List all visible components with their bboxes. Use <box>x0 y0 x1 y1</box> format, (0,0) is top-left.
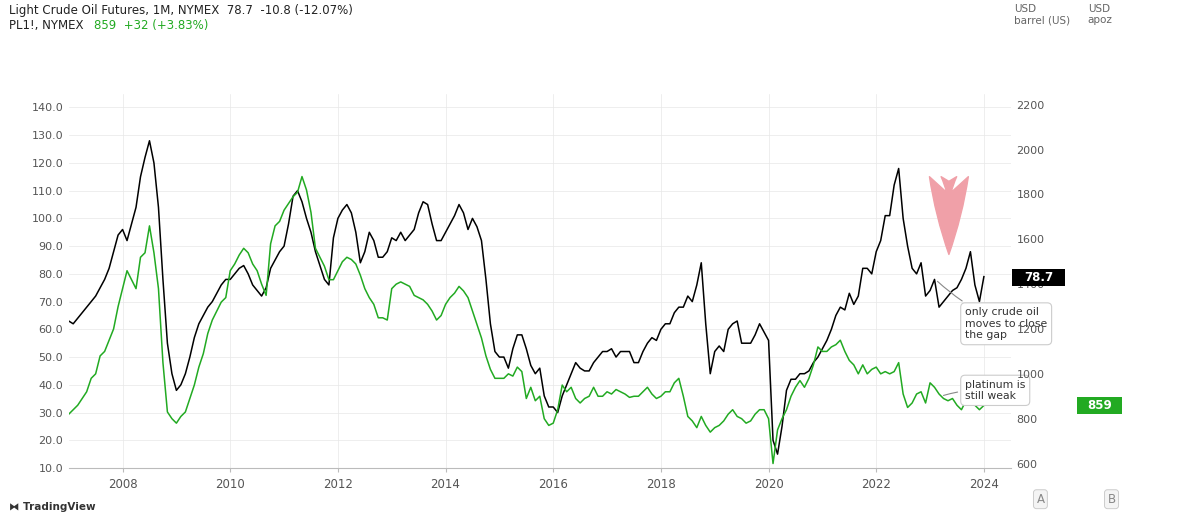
Text: 78.7: 78.7 <box>1024 271 1053 284</box>
Text: PL1!, NYMEX: PL1!, NYMEX <box>9 19 91 32</box>
Text: USD
apoz: USD apoz <box>1088 4 1113 25</box>
Text: ⧓ TradingView: ⧓ TradingView <box>9 502 96 512</box>
Text: Light Crude Oil Futures, 1M, NYMEX  78.7  -10.8 (-12.07%): Light Crude Oil Futures, 1M, NYMEX 78.7 … <box>9 4 353 17</box>
Text: USD
barrel (US): USD barrel (US) <box>1014 4 1070 25</box>
Text: 859: 859 <box>1088 399 1112 412</box>
Text: B: B <box>1108 493 1115 505</box>
Text: 859  +32 (+3.83%): 859 +32 (+3.83%) <box>94 19 209 32</box>
Text: platinum is
still weak: platinum is still weak <box>943 380 1025 401</box>
Text: only crude oil
moves to close
the gap: only crude oil moves to close the gap <box>937 281 1048 341</box>
Text: A: A <box>1037 493 1044 505</box>
